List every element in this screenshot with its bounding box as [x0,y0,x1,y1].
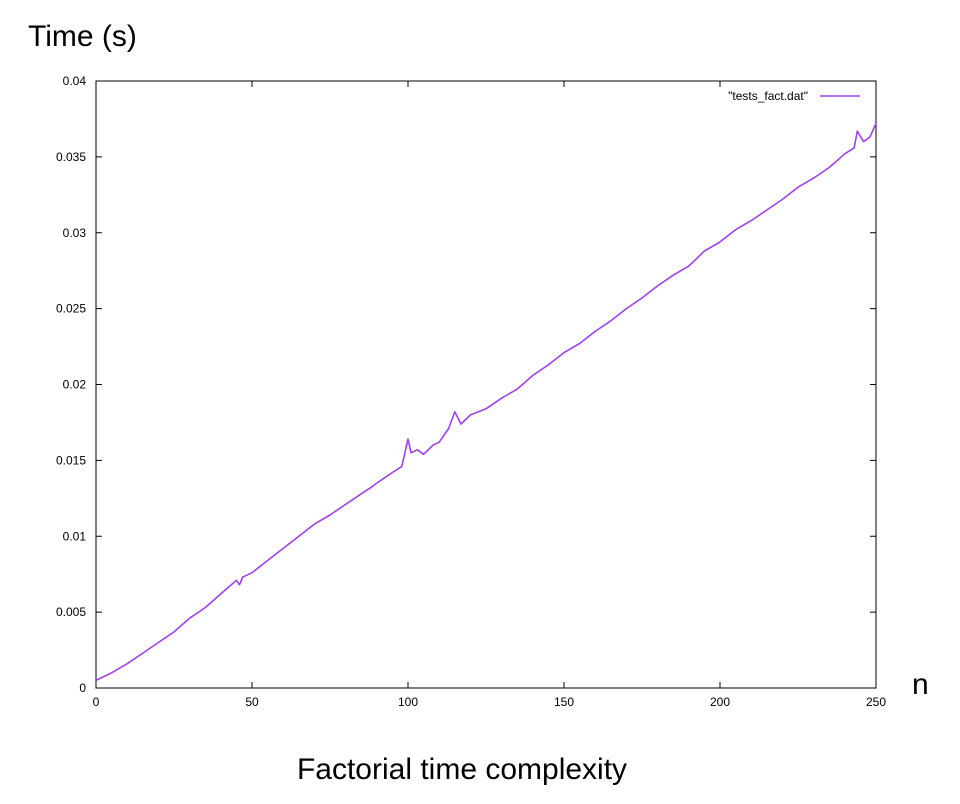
x-tick-label: 200 [710,695,730,709]
x-tick-label: 250 [866,695,886,709]
ticks: 0 50 100 150 200 250 0 0.005 0.01 0.015 0.02 0.025 0… [56,74,886,709]
x-tick-label: 50 [245,695,259,709]
y-tick-label: 0 [79,681,86,695]
x-tick-label: 0 [93,695,100,709]
y-tick-label: 0.01 [63,529,87,543]
x-axis-label: n [912,668,929,701]
y-tick-label: 0.04 [63,74,87,88]
legend-entry-label: "tests_fact.dat" [728,89,808,103]
y-tick-label: 0.015 [56,453,86,467]
y-tick-label: 0.035 [56,150,86,164]
x-tick-label: 100 [398,695,418,709]
y-tick-label: 0.005 [56,605,86,619]
plot-frame [95,80,877,689]
y-tick-label: 0.025 [56,302,86,316]
y-axis-label: Time (s) [28,20,137,53]
x-tick-label: 150 [554,695,574,709]
series-line [95,123,877,682]
series [95,123,877,682]
legend: "tests_fact.dat" [728,89,860,103]
chart-caption: Factorial time complexity [297,753,627,786]
y-tick-label: 0.03 [63,226,87,240]
axes [95,80,877,689]
y-tick-label: 0.02 [63,378,87,392]
